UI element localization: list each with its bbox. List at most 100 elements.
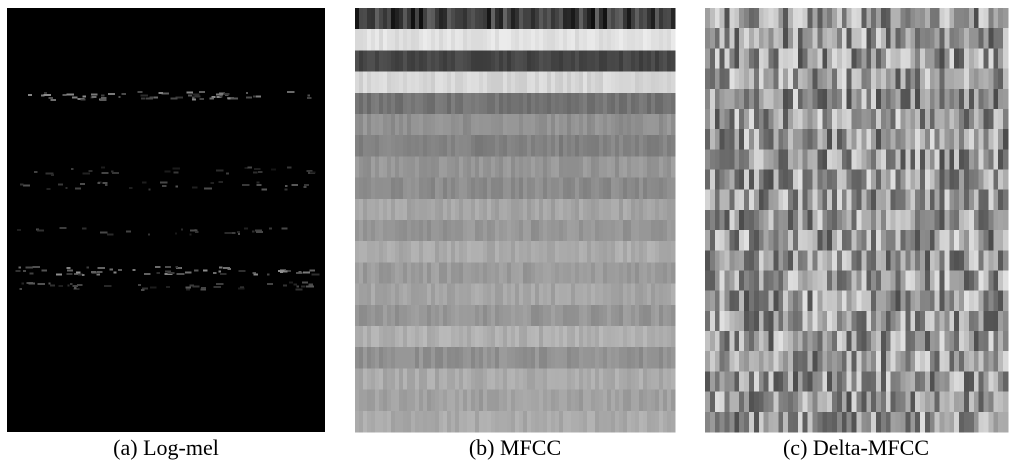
cell [507, 72, 512, 94]
cell [471, 305, 476, 327]
cell [611, 220, 616, 242]
cell [551, 29, 556, 51]
cell [483, 29, 488, 51]
cell [773, 190, 778, 211]
cell [427, 220, 432, 242]
cell [463, 50, 468, 72]
cell [455, 50, 460, 72]
cell [647, 411, 652, 433]
cell [439, 305, 444, 327]
cell [817, 190, 822, 211]
cell [567, 284, 572, 306]
cell [891, 48, 896, 69]
cell [871, 392, 876, 413]
cell [881, 351, 886, 372]
cell [944, 149, 949, 170]
cell [837, 270, 842, 291]
cell [363, 199, 368, 221]
cell [363, 178, 368, 200]
cell [547, 50, 552, 72]
cell [998, 392, 1003, 413]
cell [523, 326, 528, 348]
speck [201, 287, 206, 289]
cell [778, 89, 783, 110]
cell [615, 156, 620, 178]
cell [915, 331, 920, 352]
cell [647, 390, 652, 412]
cell [395, 326, 400, 348]
cell [583, 199, 588, 221]
cell [847, 28, 852, 49]
cell [383, 156, 388, 178]
cell [663, 284, 668, 306]
cell [611, 29, 616, 51]
cell [559, 50, 564, 72]
cell [587, 220, 592, 242]
cell [749, 28, 754, 49]
cell [507, 178, 512, 200]
cell [371, 93, 376, 115]
cell [667, 178, 672, 200]
cell [535, 50, 540, 72]
cell [579, 72, 584, 94]
cell [523, 178, 528, 200]
cell [547, 114, 552, 136]
cell [443, 220, 448, 242]
cell [663, 305, 668, 327]
cell [367, 305, 372, 327]
cell [725, 230, 730, 251]
cell [832, 190, 837, 211]
cell [619, 93, 624, 115]
cell [769, 270, 774, 291]
cell [619, 156, 624, 178]
cell [523, 156, 528, 178]
cell [935, 351, 940, 372]
cell [523, 220, 528, 242]
cell [591, 93, 596, 115]
cell [729, 28, 734, 49]
cell [949, 230, 954, 251]
cell [710, 230, 715, 251]
cell [611, 50, 616, 72]
cell [467, 390, 472, 412]
cell [383, 411, 388, 433]
cell [403, 284, 408, 306]
cell [379, 93, 384, 115]
cell [579, 135, 584, 157]
cell [415, 284, 420, 306]
cell [935, 89, 940, 110]
cell [783, 250, 788, 271]
cell [363, 8, 368, 30]
cell [940, 109, 945, 130]
cell [379, 50, 384, 72]
cell [866, 170, 871, 191]
cell [631, 93, 636, 115]
cell [443, 135, 448, 157]
cell [915, 412, 920, 433]
cell [1003, 331, 1008, 352]
cell [639, 29, 644, 51]
cell [651, 284, 656, 306]
cell [783, 129, 788, 150]
cell [543, 29, 548, 51]
cell [744, 109, 749, 130]
cell [551, 114, 556, 136]
cell [415, 93, 420, 115]
speck [141, 98, 146, 100]
cell [984, 291, 989, 312]
cell [857, 392, 862, 413]
cell [949, 210, 954, 231]
cell [411, 390, 416, 412]
cell [635, 220, 640, 242]
cell [778, 250, 783, 271]
cell [910, 250, 915, 271]
cell [407, 411, 412, 433]
cell [423, 390, 428, 412]
cell [627, 29, 632, 51]
cell [375, 135, 380, 157]
cell [910, 170, 915, 191]
cell [623, 29, 628, 51]
cell [527, 93, 532, 115]
cell [710, 190, 715, 211]
cell [643, 305, 648, 327]
